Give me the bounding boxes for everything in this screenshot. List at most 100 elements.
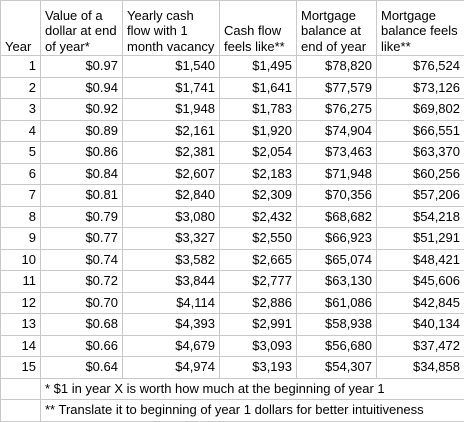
mortgage-balance-cell: $71,948 (297, 163, 377, 185)
note-single-asterisk: * $1 in year X is worth how much at the … (41, 378, 464, 400)
cash-flow-feels-like-cell: $1,783 (220, 99, 297, 121)
yearly-cash-flow-cell: $3,582 (123, 249, 220, 271)
year-cell: 14 (1, 335, 41, 357)
header-mortgage-balance-line-3: end of year (301, 39, 372, 55)
note-spacer-cell (1, 378, 41, 400)
year-cell: 11 (1, 271, 41, 293)
mortgage-balance-cell: $65,074 (297, 249, 377, 271)
cash-flow-feels-like-cell: $1,641 (220, 77, 297, 99)
mortgage-balance-cell: $77,579 (297, 77, 377, 99)
dollar-value-cell: $0.79 (41, 206, 123, 228)
yearly-cash-flow-cell: $2,381 (123, 142, 220, 164)
year-cell: 3 (1, 99, 41, 121)
table-row: 14$0.66$4,679$3,093$56,680$37,472 (1, 335, 464, 357)
mortgage-balance-cell: $61,086 (297, 292, 377, 314)
dollar-value-cell: $0.66 (41, 335, 123, 357)
table-row: 6$0.84$2,607$2,183$71,948$60,256 (1, 163, 464, 185)
header-mortgage-balance-feels-like: Mortgage balance feels like** (377, 1, 464, 56)
header-dollar-value: Value of a dollar at end of year* (41, 1, 123, 56)
table-row: 7$0.81$2,840$2,309$70,356$57,206 (1, 185, 464, 207)
yearly-cash-flow-cell: $3,844 (123, 271, 220, 293)
header-yearly-cash-flow-line-2: flow with 1 (127, 23, 215, 39)
year-cell: 6 (1, 163, 41, 185)
cash-flow-feels-like-cell: $3,193 (220, 357, 297, 379)
dollar-value-cell: $0.72 (41, 271, 123, 293)
header-mortgage-feels-like-line-2: balance feels (381, 23, 460, 39)
year-cell: 9 (1, 228, 41, 250)
cash-flow-feels-like-cell: $2,777 (220, 271, 297, 293)
table-row: 2$0.94$1,741$1,641$77,579$73,126 (1, 77, 464, 99)
dollar-value-cell: $0.68 (41, 314, 123, 336)
table-row: 1$0.97$1,540$1,495$78,820$76,524 (1, 56, 464, 78)
mortgage-balance-cell: $58,938 (297, 314, 377, 336)
header-mortgage-feels-like-line-1: Mortgage (381, 8, 460, 24)
cash-flow-feels-like-cell: $1,495 (220, 56, 297, 78)
note-double-asterisk: ** Translate it to beginning of year 1 d… (41, 400, 464, 422)
year-cell: 1 (1, 56, 41, 78)
table-row: 5$0.86$2,381$2,054$73,463$63,370 (1, 142, 464, 164)
header-mortgage-feels-like-line-3: like** (381, 39, 460, 55)
mortgage-feels-like-cell: $60,256 (377, 163, 464, 185)
table-row: 15$0.64$4,974$3,193$54,307$34,858 (1, 357, 464, 379)
mortgage-feels-like-cell: $76,524 (377, 56, 464, 78)
header-year: Year (1, 1, 41, 56)
header-dollar-value-line-1: Value of a (45, 8, 118, 24)
mortgage-feels-like-cell: $73,126 (377, 77, 464, 99)
dollar-value-cell: $0.86 (41, 142, 123, 164)
mortgage-balance-cell: $56,680 (297, 335, 377, 357)
header-dollar-value-line-2: dollar at end (45, 23, 118, 39)
yearly-cash-flow-cell: $2,607 (123, 163, 220, 185)
mortgage-feels-like-cell: $66,551 (377, 120, 464, 142)
header-yearly-cash-flow: Yearly cash flow with 1 month vacancy (123, 1, 220, 56)
dollar-value-cell: $0.81 (41, 185, 123, 207)
dollar-value-cell: $0.92 (41, 99, 123, 121)
cash-flow-feels-like-cell: $2,054 (220, 142, 297, 164)
header-year-line-1: Year (5, 39, 36, 55)
dollar-value-cell: $0.89 (41, 120, 123, 142)
cash-flow-feels-like-cell: $2,309 (220, 185, 297, 207)
header-mortgage-balance-line-2: balance at (301, 23, 372, 39)
mortgage-feels-like-cell: $48,421 (377, 249, 464, 271)
table-row: 13$0.68$4,393$2,991$58,938$40,134 (1, 314, 464, 336)
year-cell: 12 (1, 292, 41, 314)
mortgage-balance-cell: $66,923 (297, 228, 377, 250)
header-mortgage-balance: Mortgage balance at end of year (297, 1, 377, 56)
header-cash-flow-feels-like-line-2: feels like** (224, 39, 292, 55)
table-row: 12$0.70$4,114$2,886$61,086$42,845 (1, 292, 464, 314)
yearly-cash-flow-cell: $3,080 (123, 206, 220, 228)
table-row: 9$0.77$3,327$2,550$66,923$51,291 (1, 228, 464, 250)
year-cell: 15 (1, 357, 41, 379)
yearly-cash-flow-cell: $4,393 (123, 314, 220, 336)
mortgage-balance-cell: $73,463 (297, 142, 377, 164)
mortgage-feels-like-cell: $51,291 (377, 228, 464, 250)
cash-flow-feels-like-cell: $2,432 (220, 206, 297, 228)
yearly-cash-flow-cell: $1,948 (123, 99, 220, 121)
mortgage-balance-cell: $78,820 (297, 56, 377, 78)
table-row: 4$0.89$2,161$1,920$74,904$66,551 (1, 120, 464, 142)
dollar-value-cell: $0.94 (41, 77, 123, 99)
year-cell: 8 (1, 206, 41, 228)
header-yearly-cash-flow-line-3: month vacancy (127, 39, 215, 55)
dollar-value-cell: $0.77 (41, 228, 123, 250)
note-spacer-cell (1, 400, 41, 422)
mortgage-feels-like-cell: $63,370 (377, 142, 464, 164)
cash-flow-feels-like-cell: $2,550 (220, 228, 297, 250)
cash-flow-feels-like-cell: $2,665 (220, 249, 297, 271)
table-row: 11$0.72$3,844$2,777$63,130$45,606 (1, 271, 464, 293)
header-mortgage-balance-line-1: Mortgage (301, 8, 372, 24)
mortgage-feels-like-cell: $45,606 (377, 271, 464, 293)
note-row: * $1 in year X is worth how much at the … (1, 378, 464, 400)
mortgage-feels-like-cell: $57,206 (377, 185, 464, 207)
year-cell: 13 (1, 314, 41, 336)
header-row: Year Value of a dollar at end of year* Y… (1, 1, 464, 56)
cash-flow-feels-like-cell: $2,886 (220, 292, 297, 314)
year-cell: 5 (1, 142, 41, 164)
mortgage-balance-cell: $54,307 (297, 357, 377, 379)
table-row: 8$0.79$3,080$2,432$68,682$54,218 (1, 206, 464, 228)
dollar-value-cell: $0.70 (41, 292, 123, 314)
yearly-cash-flow-cell: $2,161 (123, 120, 220, 142)
header-cash-flow-feels-like: Cash flow feels like** (220, 1, 297, 56)
year-cell: 4 (1, 120, 41, 142)
